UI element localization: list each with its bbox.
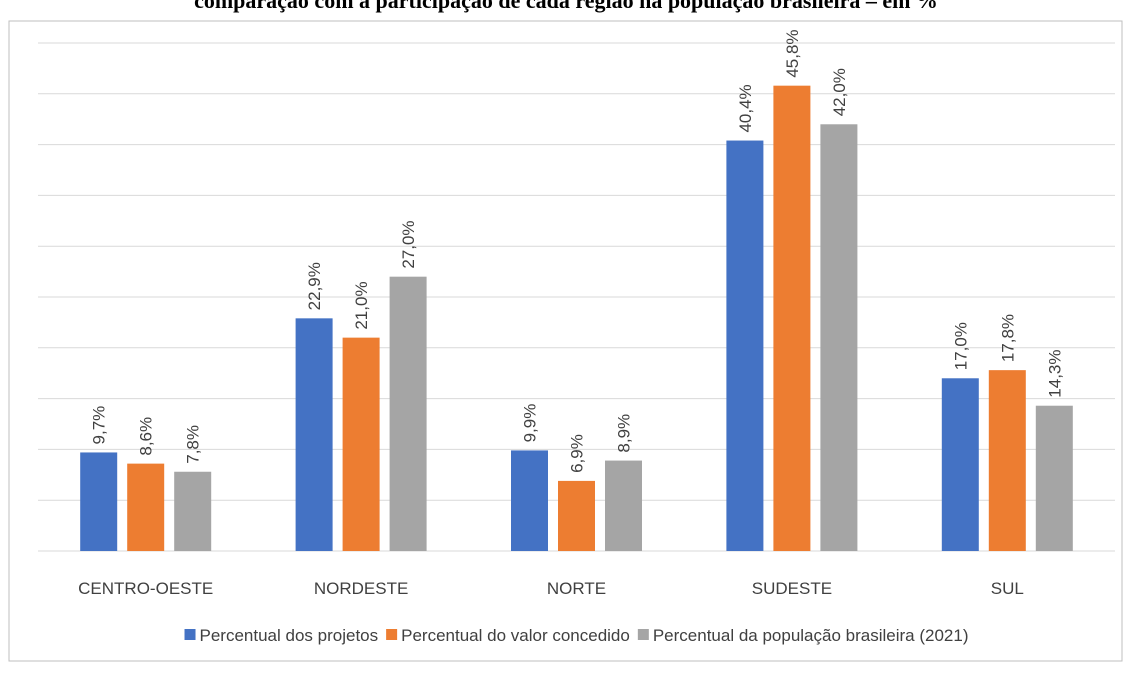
data-label: 21,0% [352, 281, 371, 329]
data-label: 17,0% [951, 322, 970, 370]
x-tick-label: CENTRO-OESTE [78, 579, 213, 598]
bar [726, 140, 764, 551]
data-label: 9,9% [521, 404, 540, 443]
x-tick-label: NORTE [547, 579, 606, 598]
chart-title: comparação com a participação de cada re… [194, 0, 938, 13]
x-tick-label: NORDESTE [314, 579, 408, 598]
bar [605, 460, 642, 551]
bar [174, 471, 212, 551]
bar [1035, 405, 1073, 551]
data-label: 6,9% [568, 434, 587, 473]
bar [127, 463, 165, 551]
x-tick-label: SUL [991, 579, 1024, 598]
bar [988, 370, 1026, 551]
data-label: 9,7% [90, 406, 109, 445]
data-label: 45,8% [783, 29, 802, 77]
bar [389, 276, 427, 551]
legend-label: Percentual da população brasileira (2021… [653, 626, 969, 645]
legend-label: Percentual do valor concedido [401, 626, 630, 645]
data-label: 7,8% [184, 425, 203, 464]
legend-swatch [184, 629, 196, 640]
bar [342, 337, 380, 551]
data-label: 8,9% [615, 414, 634, 453]
chart-border [8, 20, 1123, 662]
data-label: 17,8% [998, 314, 1017, 362]
bar [295, 318, 333, 551]
bar [558, 480, 595, 551]
legend-swatch [637, 629, 649, 640]
bar [941, 378, 979, 551]
data-label: 14,3% [1045, 350, 1064, 398]
bar [820, 124, 858, 551]
data-label: 40,4% [736, 84, 755, 132]
data-label: 22,9% [305, 262, 324, 310]
bar [511, 450, 548, 551]
data-label: 27,0% [399, 220, 418, 268]
legend-label: Percentual dos projetos [200, 626, 379, 645]
bar [80, 452, 118, 551]
data-label: 8,6% [137, 417, 156, 456]
bar [773, 85, 811, 551]
legend-swatch [386, 629, 398, 640]
x-tick-label: SUDESTE [752, 579, 832, 598]
data-label: 42,0% [830, 68, 849, 116]
